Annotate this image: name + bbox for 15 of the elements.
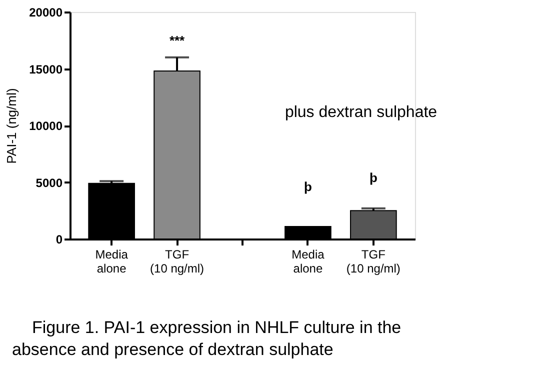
annotation: þ <box>304 179 312 194</box>
x-tick-label: TGF (10 ng/ml) <box>346 248 400 276</box>
annotation: *** <box>169 33 186 48</box>
x-tick-label: TGF (10 ng/ml) <box>150 248 204 276</box>
y-axis-title: PAI-1 (ng/ml) <box>4 88 20 164</box>
caption: Figure 1. PAI-1 expression in NHLF culture in the absence and presence of dextran sulphate <box>12 318 402 359</box>
x-tick-label: Media alone <box>292 248 325 276</box>
y-tick-label: 10000 <box>29 119 63 133</box>
y-tick-label: 20000 <box>29 6 63 20</box>
x-tick-label: Media alone <box>95 248 128 276</box>
y-tick-label: 0 <box>56 232 63 246</box>
y-tick-label: 5000 <box>36 176 63 190</box>
y-tick-label: 15000 <box>29 62 63 76</box>
annotation: plus dextran sulphate <box>284 104 438 121</box>
annotation: þ <box>369 170 378 185</box>
